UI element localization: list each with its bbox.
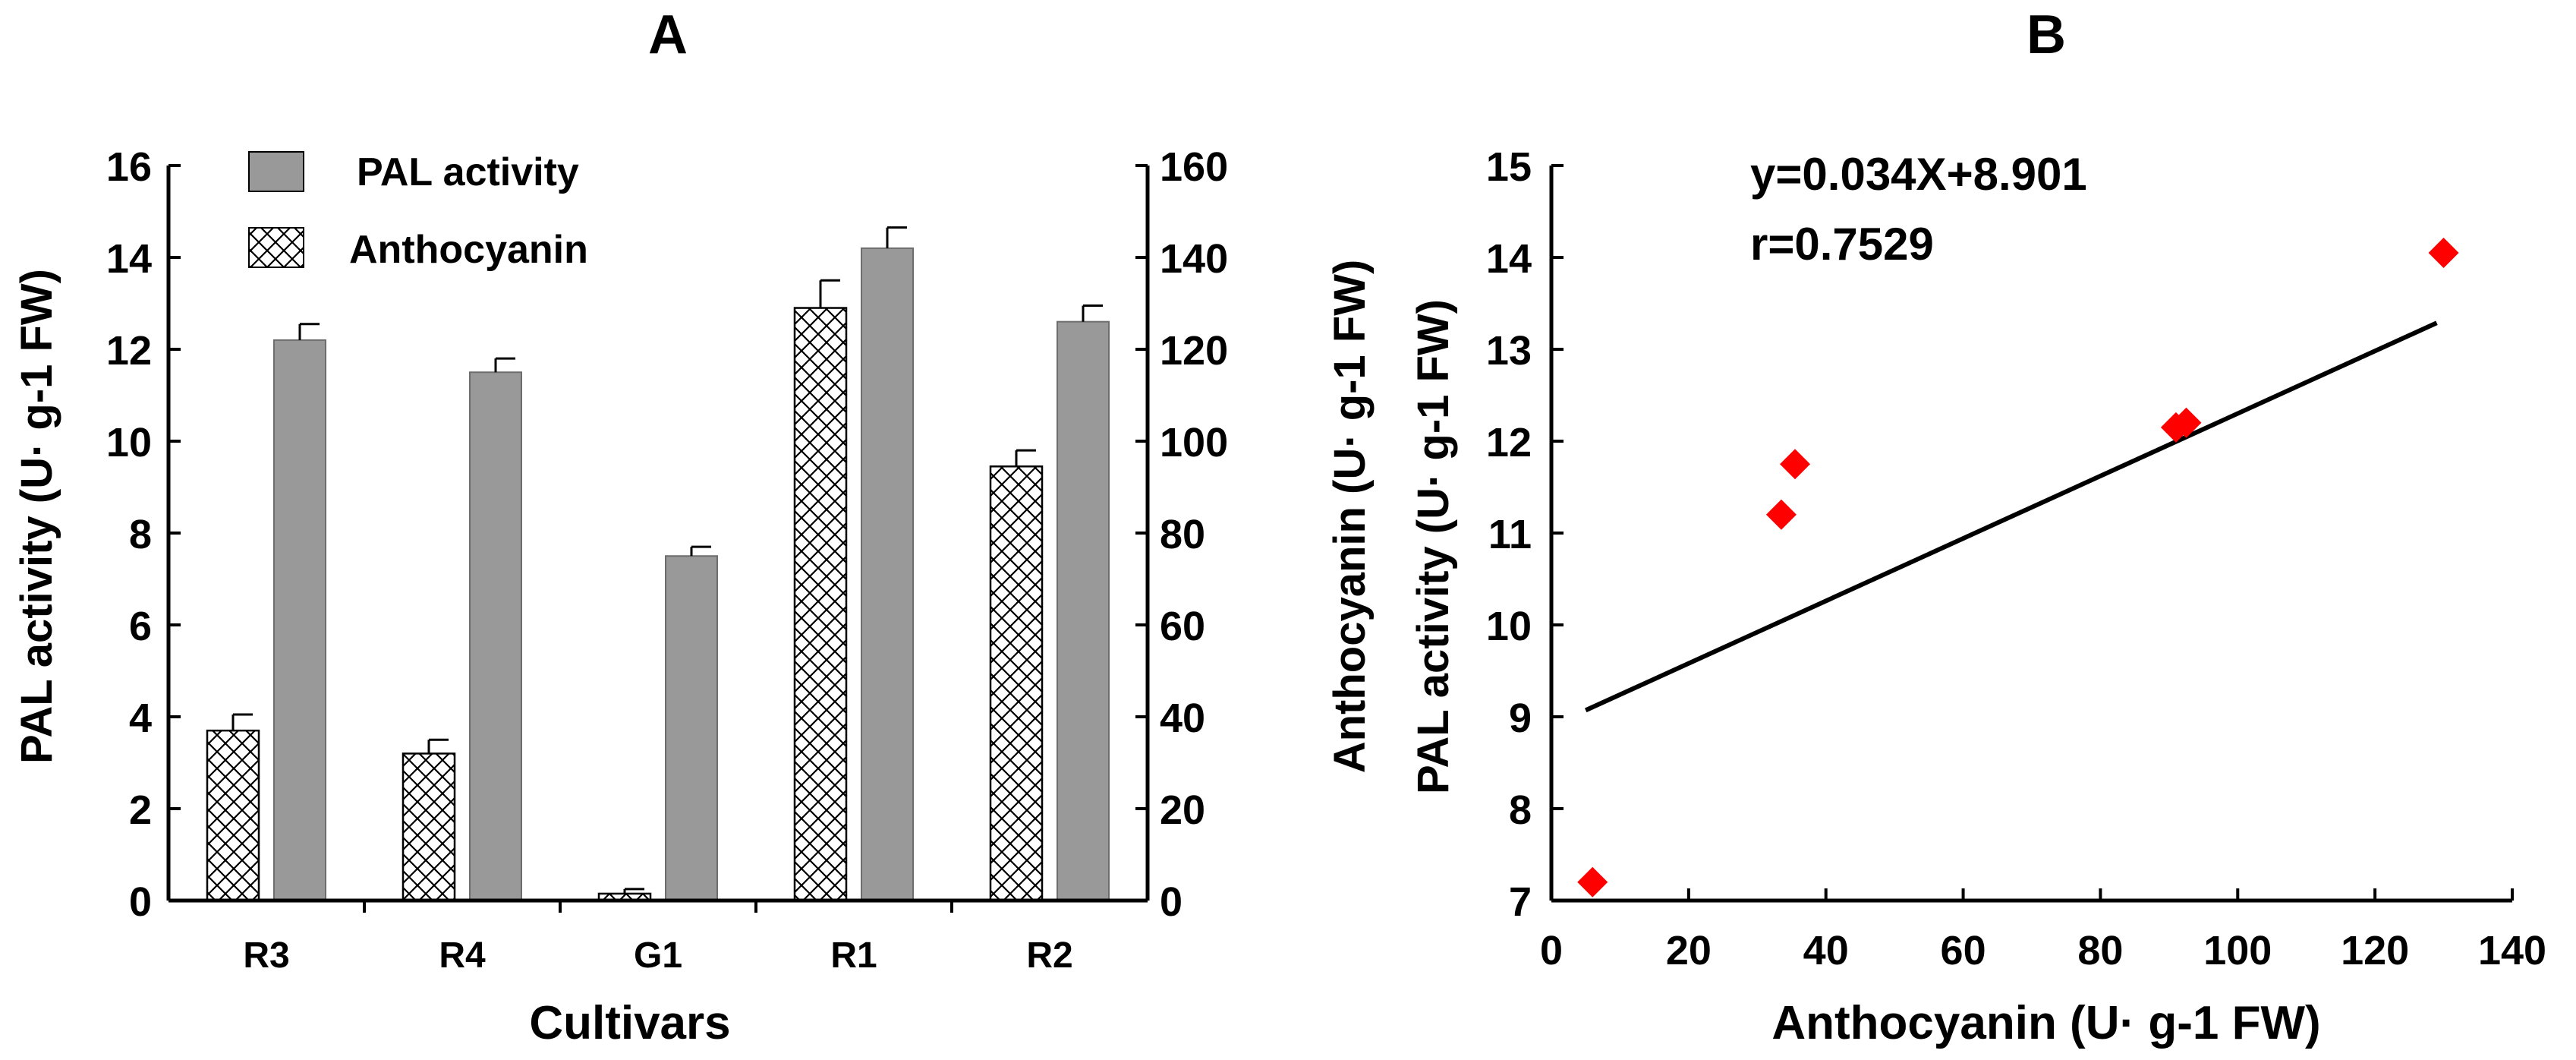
legend-label-pal: PAL activity [357,150,579,194]
chart-a-legend: PAL activity Anthocyanin [248,150,588,272]
chart-a-category-label: R2 [1026,935,1072,976]
chart-a-category-label: G1 [634,935,682,976]
chart-a-left-tick-label: 12 [106,328,152,374]
chart-a-right-tick-label: 60 [1160,604,1205,649]
chart-a-right-tick-label: 160 [1160,144,1228,190]
chart-b-x-tick-label: 120 [2341,928,2409,973]
chart-b-fit-line [1584,320,2438,713]
pal-activity-bar [861,247,914,901]
chart-b-y-ticks: 7 8 9 10 11 12 13 14 15 [1486,144,1564,925]
chart-b-x-tick-label: 20 [1666,928,1712,973]
chart-a-right-tick-label: 20 [1160,787,1205,833]
chart-a-category-label: R3 [243,935,289,976]
chart-b-y-tick-label: 12 [1486,420,1532,465]
pal-activity-bar [1057,320,1110,901]
chart-b: B 7 8 9 10 11 12 13 14 15 0 20 40 60 80 100 120 140 y=0… [1409,5,2546,1049]
chart-a-bars [206,226,1110,902]
chart-a-left-tick-label: 4 [129,696,152,741]
legend-swatch-anthocyanin [248,227,304,268]
chart-a-right-tick-label: 120 [1160,328,1228,374]
chart-b-y-tick-label: 10 [1486,604,1532,649]
chart-a-title: A [648,5,688,65]
chart-b-point [1765,499,1797,530]
chart-a-right-tick-label: 80 [1160,512,1205,557]
chart-b-y-tick-label: 9 [1509,696,1532,741]
chart-a-x-ticks: R3 R4 G1 R1 R2 [243,901,1073,976]
chart-a-left-tick-label: 2 [129,787,152,833]
chart-b-x-tick-label: 140 [2478,928,2546,973]
chart-b-r-value: r=0.7529 [1750,219,1934,270]
anthocyanin-bar [793,307,848,902]
anthocyanin-bar [402,752,456,902]
chart-a-x-axis-label: Cultivars [529,997,730,1049]
chart-a-right-tick-label: 0 [1160,879,1183,925]
chart-b-y-tick-label: 7 [1509,879,1532,925]
chart-b-title: B [2026,5,2066,65]
pal-activity-bar [665,555,718,901]
chart-b-y-tick-label: 13 [1486,328,1532,374]
chart-a-category-label: R4 [439,935,486,976]
chart-a-left-ticks: 0 2 4 6 8 10 12 14 16 [106,144,181,925]
chart-a-right-tick-label: 40 [1160,696,1205,741]
chart-a: A 0 2 4 6 8 10 12 14 16 0 20 40 60 80 100 120 140 160 R3… [12,5,1375,1049]
chart-a-category-label: R1 [830,935,877,976]
chart-b-y-tick-label: 8 [1509,787,1532,833]
chart-b-y-tick-label: 14 [1486,236,1532,282]
legend-swatch-pal [248,151,304,192]
chart-b-point [2171,407,2202,438]
chart-b-x-tick-label: 100 [2203,928,2272,973]
chart-a-y-axis-label: PAL activity (U· g-1 FW) [12,269,61,764]
chart-b-y-tick-label: 11 [1488,512,1532,557]
chart-b-x-tick-label: 80 [2077,928,2123,973]
chart-b-x-axis-label: Anthocyanin (U· g-1 FW) [1771,997,2320,1049]
chart-b-points [1577,237,2459,898]
anthocyanin-bar [989,465,1044,902]
chart-a-right-ticks: 0 20 40 60 80 100 120 140 160 [1135,144,1228,925]
legend-label-anthocyanin: Anthocyanin [349,228,588,272]
chart-a-left-tick-label: 16 [106,144,152,190]
chart-a-left-tick-label: 14 [106,236,152,282]
anthocyanin-bar [206,729,260,902]
chart-a-y2-axis-label: Anthocyanin (U· g-1 FW) [1325,260,1375,774]
chart-b-x-tick-label: 40 [1803,928,1849,973]
chart-b-equation: y=0.034X+8.901 [1750,149,2087,200]
chart-a-left-tick-label: 0 [129,879,152,925]
pal-activity-bar [469,371,522,901]
chart-a-right-tick-label: 140 [1160,236,1228,282]
chart-b-x-tick-label: 60 [1941,928,1986,973]
pal-activity-bar [273,339,326,901]
chart-b-point [1577,866,1608,898]
chart-a-left-tick-label: 8 [129,512,152,557]
chart-a-left-tick-label: 10 [106,420,152,465]
chart-b-y-tick-label: 15 [1486,144,1532,190]
chart-b-point [1780,449,1811,480]
chart-b-x-ticks: 0 20 40 60 80 100 120 140 [1540,888,2546,973]
chart-b-y-axis-label: PAL activity (U· g-1 FW) [1409,299,1458,794]
chart-b-point [2428,237,2459,268]
chart-a-left-tick-label: 6 [129,604,152,649]
chart-a-right-tick-label: 100 [1160,420,1228,465]
chart-b-x-tick-label: 0 [1540,928,1563,973]
